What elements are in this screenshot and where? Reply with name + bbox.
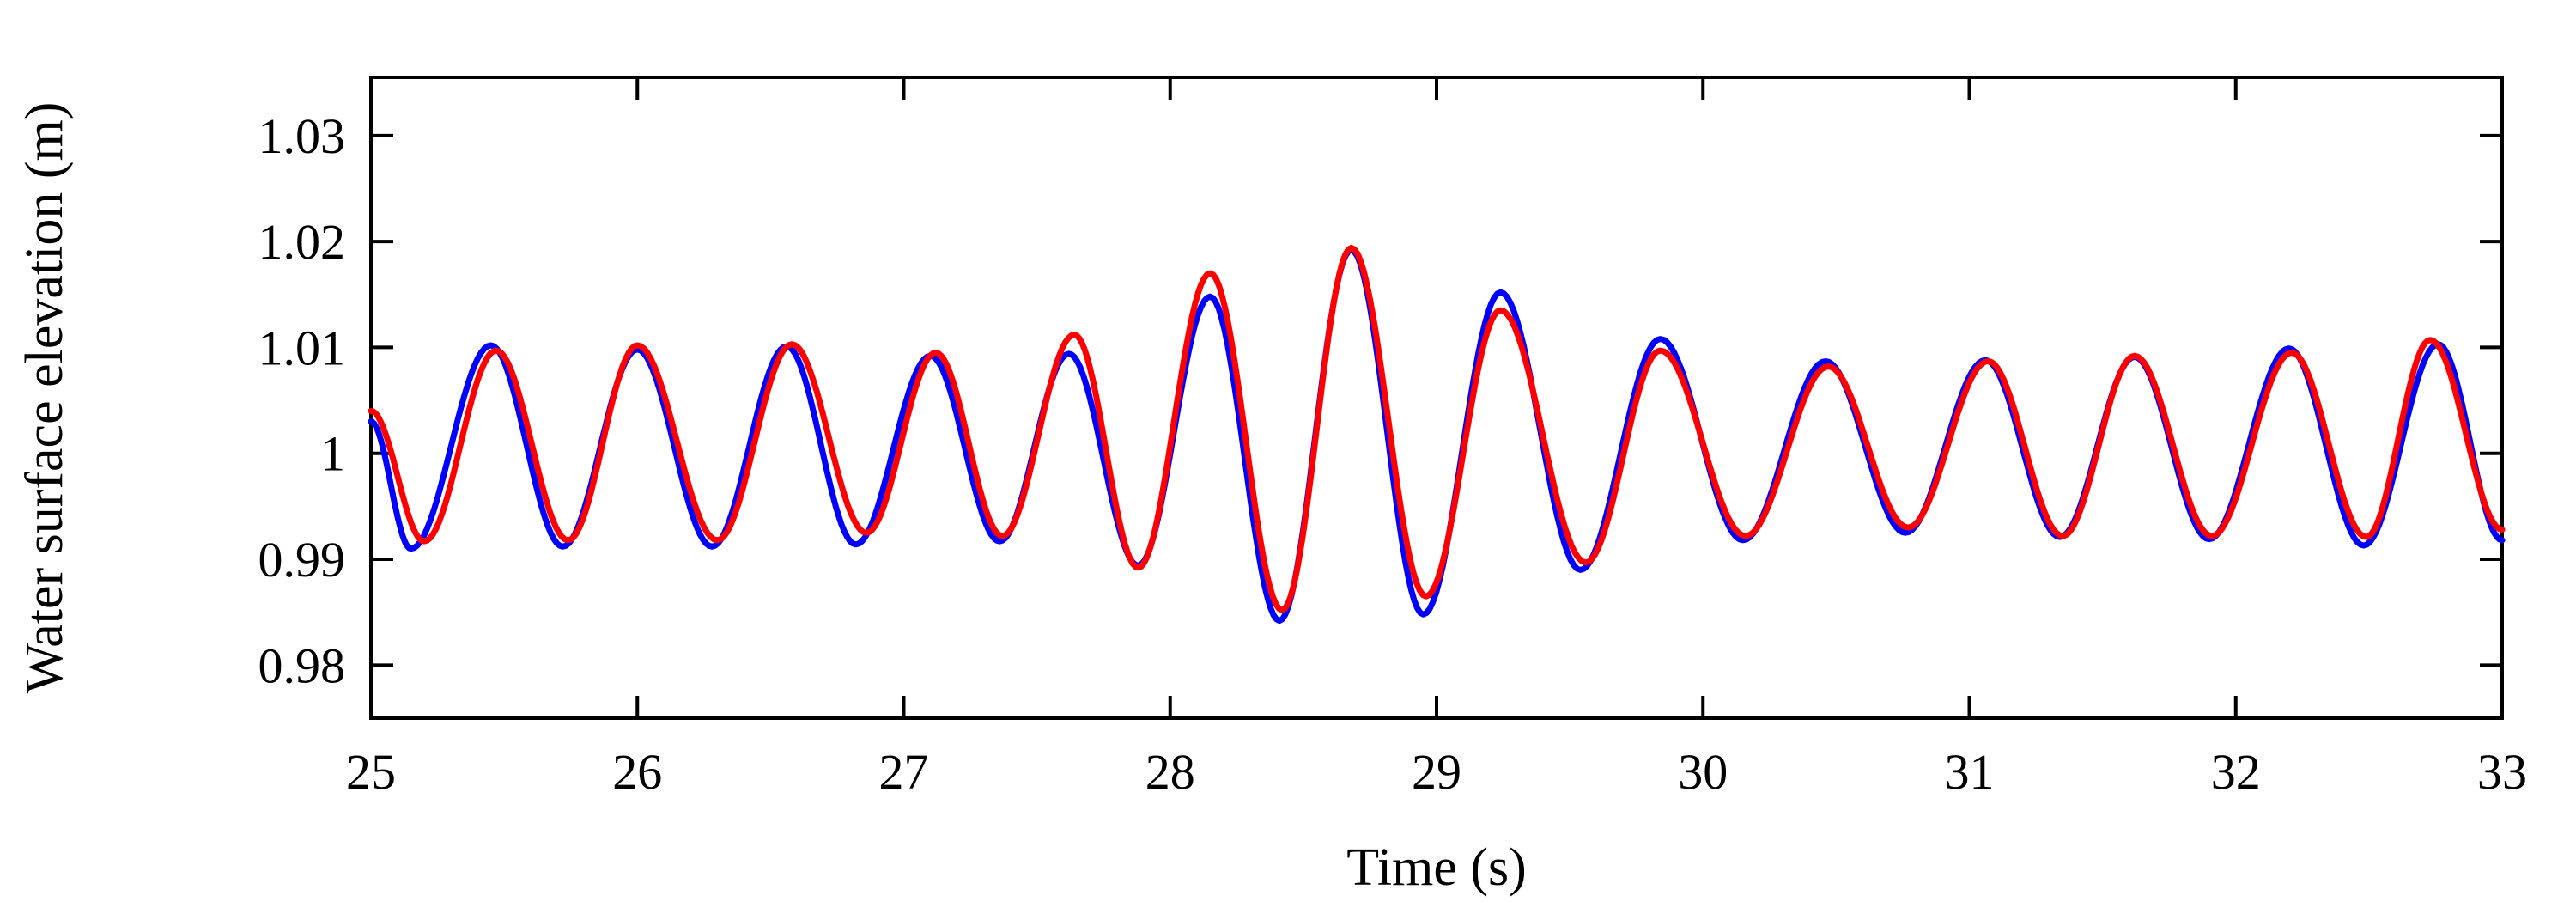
tick-labels: 25 26 27 28 29 30 31 32 33 0.98 0.99 1 1.01 1.02 1.03 [258,108,2528,800]
x-tick-label: 32 [2211,744,2261,800]
y-tick-label: 1.03 [258,108,346,164]
x-tick-label: 26 [612,744,662,800]
x-tick-label: 29 [1412,744,1461,800]
x-tick-label: 31 [1945,744,1995,800]
y-tick-label: 1.02 [258,214,346,270]
series-group [368,245,2506,625]
x-tick-label: 33 [2477,744,2527,800]
x-axis-title: Time (s) [1346,838,1527,897]
x-tick-label: 25 [346,744,396,800]
y-tick-label: 0.98 [258,637,346,693]
x-tick-label: 30 [1678,744,1728,800]
y-tick-label: 1.01 [258,320,346,375]
axis-ticks [369,77,2504,718]
plot-frame [369,76,2504,720]
series-red-line [368,245,2506,613]
series-blue-line [368,247,2506,625]
y-tick-label: 1 [320,426,345,482]
x-tick-label: 27 [879,744,929,800]
y-axis-title: Water surface elevation (m) [15,102,74,694]
x-tick-label: 28 [1145,744,1195,800]
y-tick-label: 0.99 [258,532,346,588]
